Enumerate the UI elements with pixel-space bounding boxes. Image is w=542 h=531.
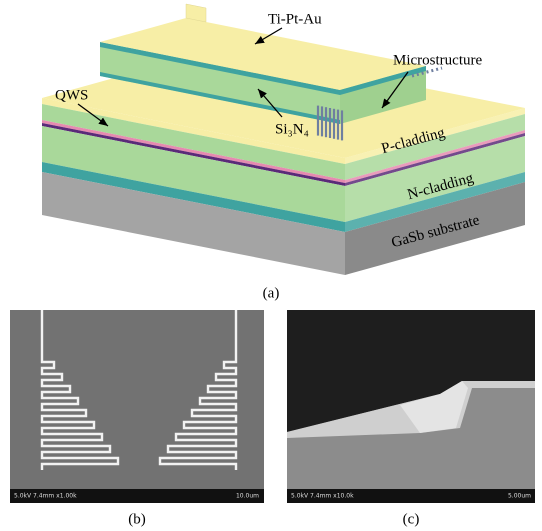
- label: Microstructure: [393, 52, 482, 68]
- sem-info: 5.0kV 7.4mm x10.0k: [291, 493, 354, 500]
- label: Ti-Pt-Au: [268, 11, 322, 27]
- label: Si₃N₄: [275, 121, 309, 137]
- sem-image: [10, 310, 264, 503]
- figure: Ti-Pt-Au Microstructure QWS Si₃N₄ P-clad…: [0, 0, 542, 531]
- caption: (c): [403, 511, 420, 527]
- sem-info: 5.0kV 7.4mm x1.00k: [14, 493, 77, 500]
- sem-scale: 10.0um: [236, 493, 259, 500]
- caption: (a): [263, 285, 280, 301]
- label: QWS: [55, 87, 88, 103]
- caption: (b): [128, 511, 146, 527]
- sem-scale: 5.00um: [508, 493, 531, 500]
